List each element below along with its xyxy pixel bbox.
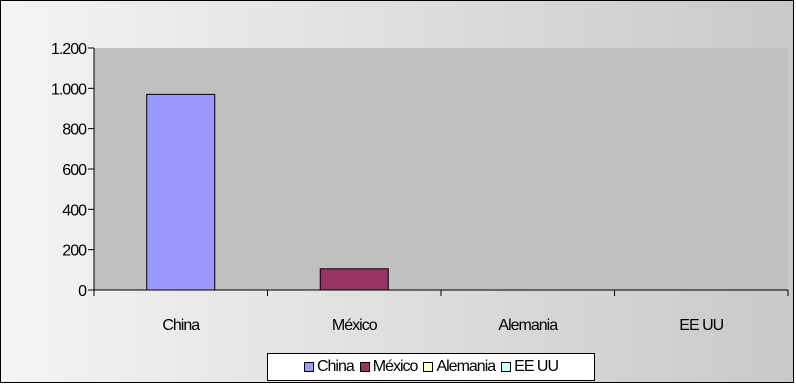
y-tick-label: 400 <box>62 202 87 219</box>
y-tick-label: 1.200 <box>51 41 87 58</box>
x-tick-label: China <box>162 317 200 334</box>
x-tick-label: Alemania <box>498 317 558 334</box>
x-tick-label: México <box>332 317 378 334</box>
legend-swatch <box>359 362 370 372</box>
bar-china <box>146 93 216 291</box>
y-tick-label: 200 <box>62 243 87 260</box>
legend: China México Alemania EE UU <box>267 353 595 381</box>
legend-swatch <box>303 362 314 372</box>
legend-item: Alemania <box>423 358 496 376</box>
y-tick-label: 600 <box>62 162 87 179</box>
legend-item: China <box>303 358 355 376</box>
y-tick-label: 0 <box>78 283 87 300</box>
legend-label: Alemania <box>436 358 496 375</box>
legend-swatch <box>423 362 434 372</box>
y-tick-label: 1.000 <box>51 81 87 98</box>
bar-méxico <box>319 268 389 291</box>
legend-item: EE UU <box>501 358 559 376</box>
legend-label: EE UU <box>514 358 559 375</box>
legend-label: China <box>316 358 355 375</box>
y-tick-label: 800 <box>62 122 87 139</box>
legend-swatch <box>501 362 512 372</box>
x-tick-label: EE UU <box>679 317 723 334</box>
legend-label: México <box>372 358 419 375</box>
legend-item: México <box>359 358 419 376</box>
